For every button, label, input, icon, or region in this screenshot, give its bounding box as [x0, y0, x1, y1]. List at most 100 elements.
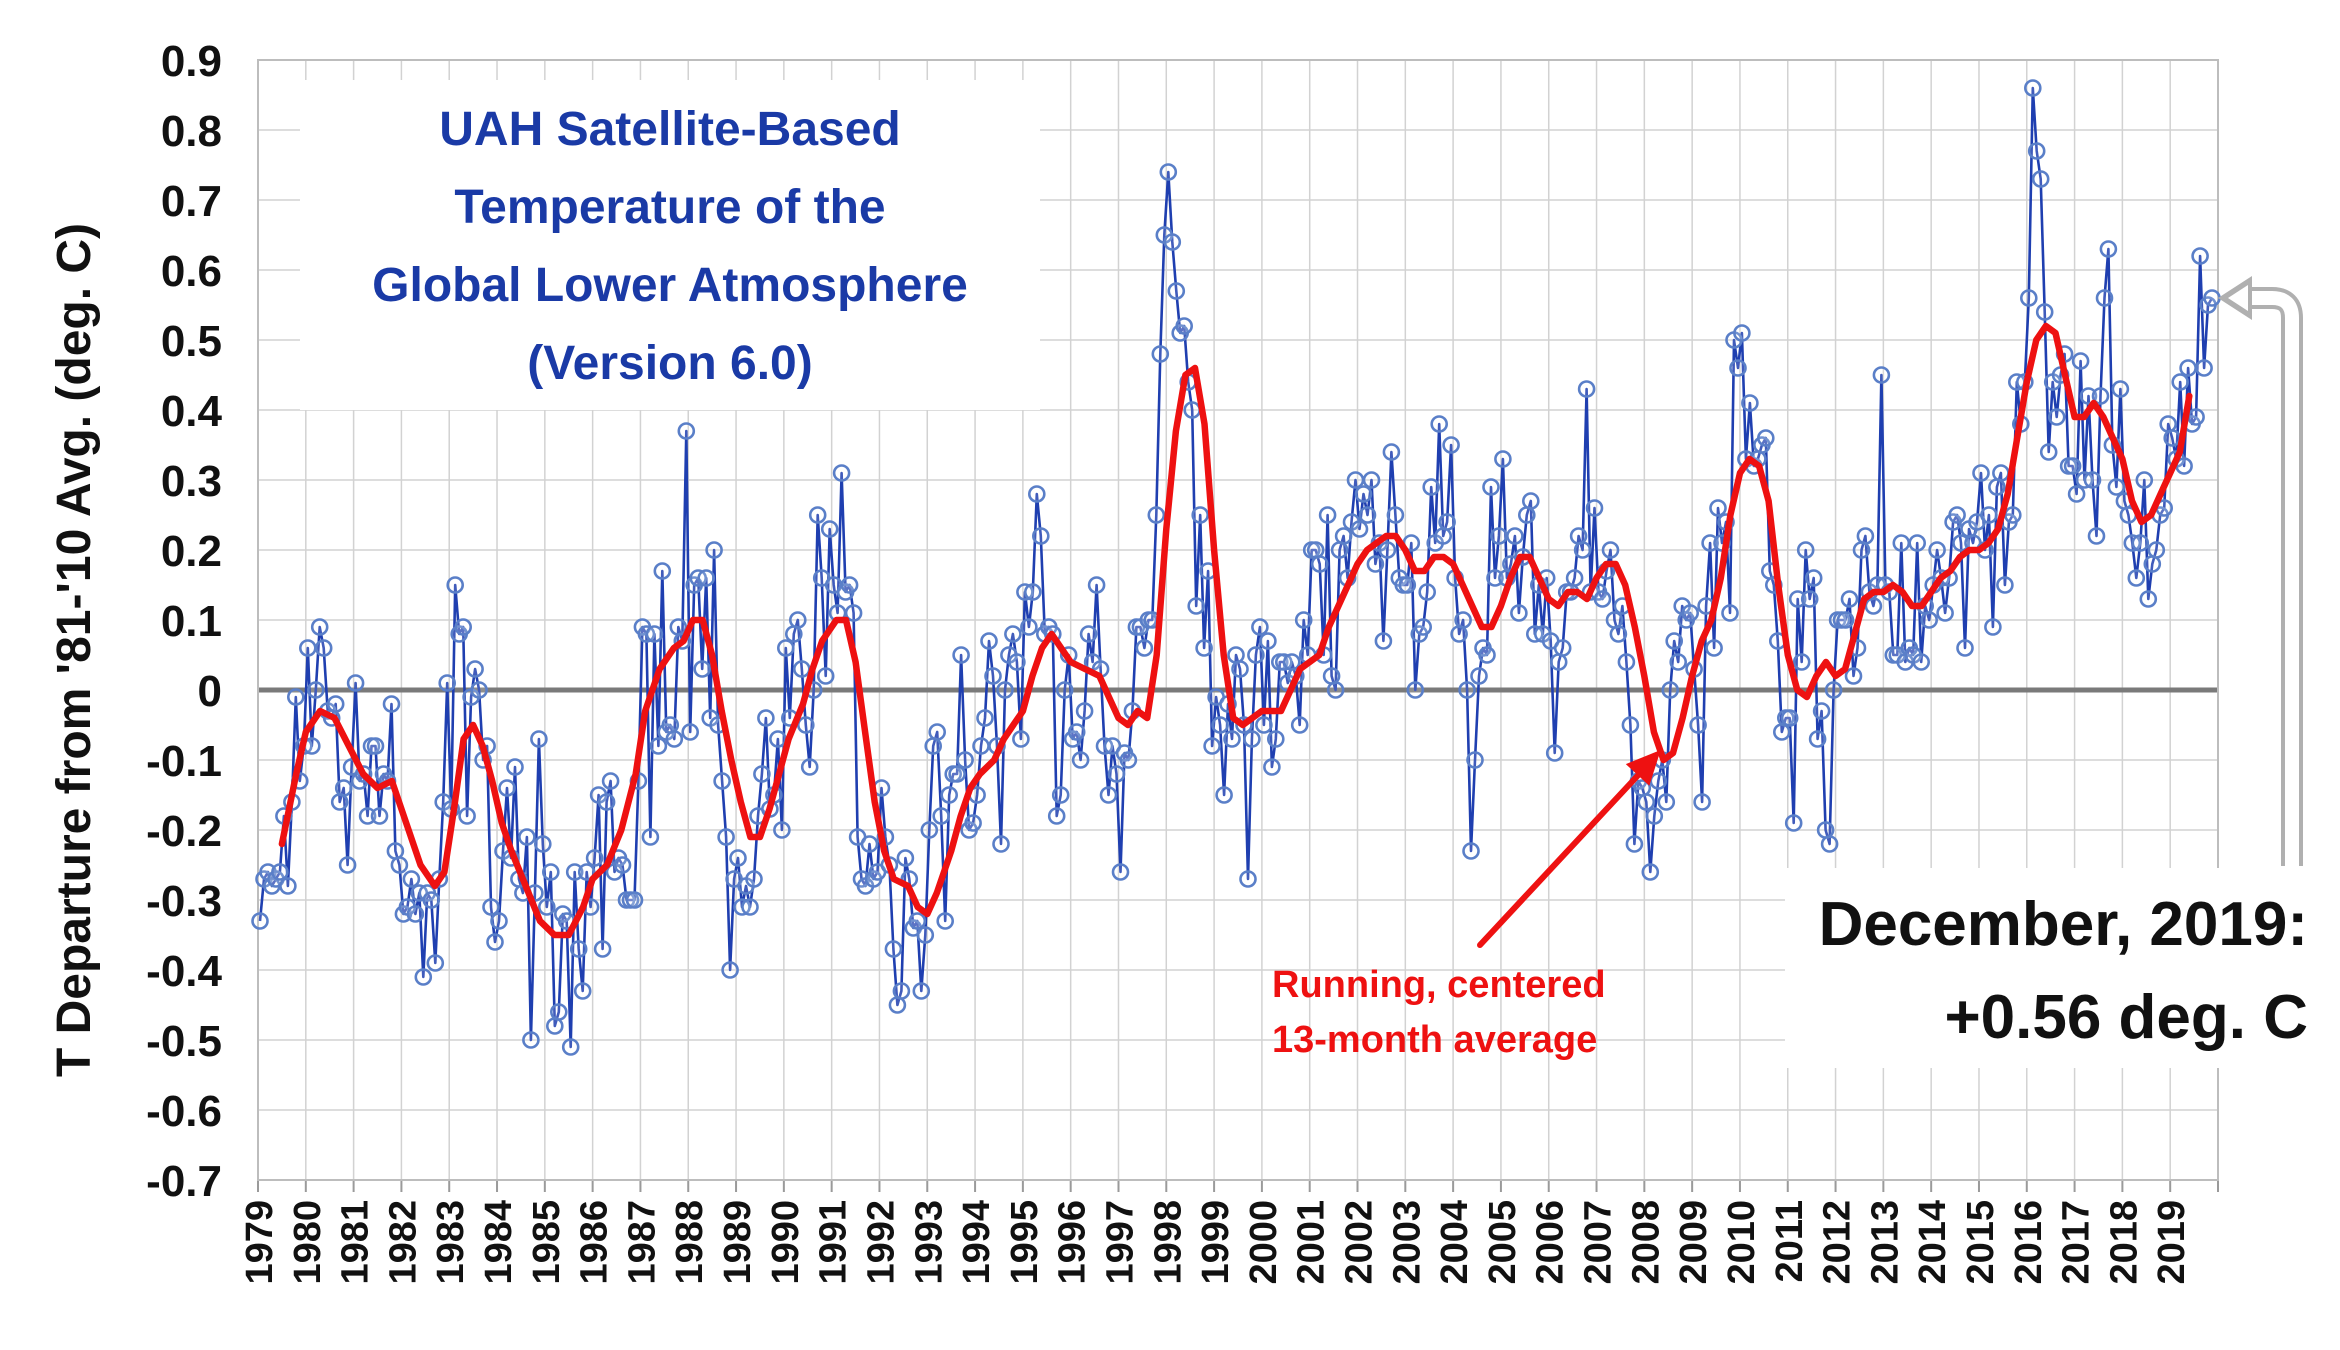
monthly-point — [2147, 541, 2166, 559]
x-tick-label: 1987 — [621, 1200, 663, 1285]
monthly-point — [1486, 569, 1504, 587]
monthly-point — [1545, 744, 1564, 762]
y-tick-label: 0.6 — [161, 247, 222, 296]
monthly-point — [446, 576, 465, 594]
monthly-point — [1418, 583, 1436, 601]
x-tick-label: 1999 — [1195, 1200, 1237, 1285]
monthly-point — [1028, 485, 1046, 503]
monthly-point — [1952, 534, 1970, 552]
monthly-point — [1669, 653, 1687, 671]
monthly-point — [665, 730, 684, 748]
monthly-point — [1721, 604, 1739, 622]
y-tick-label: 0 — [198, 667, 222, 716]
monthly-point — [916, 926, 935, 944]
monthly-point — [924, 737, 943, 755]
monthly-point — [1808, 730, 1827, 748]
monthly-point — [1366, 555, 1385, 573]
monthly-point — [1187, 597, 1205, 615]
monthly-point — [1008, 653, 1026, 671]
monthly-point — [2083, 471, 2102, 489]
x-tick-label: 1988 — [669, 1200, 711, 1285]
monthly-point — [1071, 751, 1090, 769]
monthly-point — [1796, 541, 1815, 559]
monthly-point — [1051, 786, 1070, 804]
monthly-point — [840, 576, 859, 594]
chart-title: UAH Satellite-Based Temperature of the Glo… — [372, 103, 968, 390]
monthly-point — [2035, 303, 2054, 321]
monthly-point — [2020, 289, 2038, 307]
monthly-point — [1434, 527, 1452, 545]
monthly-point — [1992, 464, 2010, 482]
monthly-point — [426, 954, 445, 972]
monthly-point — [896, 849, 915, 867]
monthly-point — [1067, 723, 1086, 741]
monthly-point — [1255, 716, 1273, 734]
annotations: Running, centered 13-month average Decembe… — [1272, 276, 2315, 1068]
monthly-point — [298, 639, 317, 657]
monthly-point — [334, 779, 353, 797]
monthly-point — [2099, 240, 2118, 258]
monthly-point — [2111, 380, 2130, 398]
monthly-point — [1522, 492, 1540, 510]
x-tick-label: 1993 — [908, 1200, 950, 1285]
monthly-point — [522, 1031, 540, 1049]
monthly-point — [358, 807, 377, 825]
x-tick-label: 2019 — [2151, 1200, 2193, 1285]
chart-title-line: (Version 6.0) — [527, 337, 812, 390]
monthly-point — [832, 464, 851, 482]
chart-title-line: Global Lower Atmosphere — [372, 259, 968, 312]
monthly-point — [920, 821, 939, 839]
monthly-point — [2143, 555, 2162, 573]
monthly-point — [796, 716, 815, 734]
monthly-point — [2187, 408, 2205, 426]
monthly-point — [1215, 786, 1233, 804]
callout-line: +0.56 deg. C — [1944, 983, 2308, 1052]
monthly-point — [1792, 653, 1811, 671]
monthly-point — [2203, 289, 2221, 307]
monthly-point — [1438, 513, 1456, 531]
running-average-series — [278, 322, 2193, 939]
average-label-line: 13-month average — [1272, 1019, 1597, 1061]
x-tick-label: 2008 — [1625, 1200, 1667, 1285]
monthly-point — [952, 646, 970, 664]
chart-title-line: UAH Satellite-Based — [439, 103, 900, 156]
monthly-point — [613, 856, 632, 874]
monthly-point — [816, 667, 835, 685]
monthly-point — [2135, 471, 2154, 489]
x-tick-label: 1992 — [861, 1200, 903, 1285]
monthly-point — [530, 730, 548, 748]
monthly-point — [402, 870, 421, 888]
monthly-point — [1852, 541, 1871, 559]
monthly-point — [1593, 590, 1612, 608]
monthly-point — [1984, 618, 2002, 636]
monthly-point — [2095, 289, 2114, 307]
monthly-point — [2195, 359, 2213, 377]
monthly-point — [1661, 681, 1679, 699]
monthly-point — [1784, 814, 1803, 832]
monthly-point — [406, 905, 425, 923]
monthly-point — [1167, 282, 1186, 300]
monthly-point — [1988, 478, 2006, 496]
x-tick-label: 2001 — [1291, 1200, 1333, 1285]
monthly-point — [1482, 478, 1500, 496]
monthly-point — [677, 422, 696, 440]
monthly-point — [1928, 541, 1946, 559]
monthly-point — [948, 765, 966, 783]
monthly-point — [1079, 625, 1098, 643]
monthly-point — [1414, 618, 1432, 636]
x-tick-label: 1998 — [1147, 1200, 1189, 1285]
plot-border — [257, 59, 2219, 1181]
monthly-point — [1151, 345, 1170, 363]
monthly-point — [1649, 772, 1668, 790]
monthly-point — [330, 793, 349, 811]
monthly-point — [940, 786, 959, 804]
monthly-point — [2159, 415, 2177, 433]
monthly-point — [1864, 597, 1883, 615]
monthly-point — [1119, 751, 1138, 769]
monthly-point — [1824, 681, 1843, 699]
monthly-point — [1844, 667, 1863, 685]
monthly-point — [757, 709, 775, 727]
monthly-point — [2004, 506, 2022, 524]
y-tick-label: 0.4 — [161, 387, 223, 436]
